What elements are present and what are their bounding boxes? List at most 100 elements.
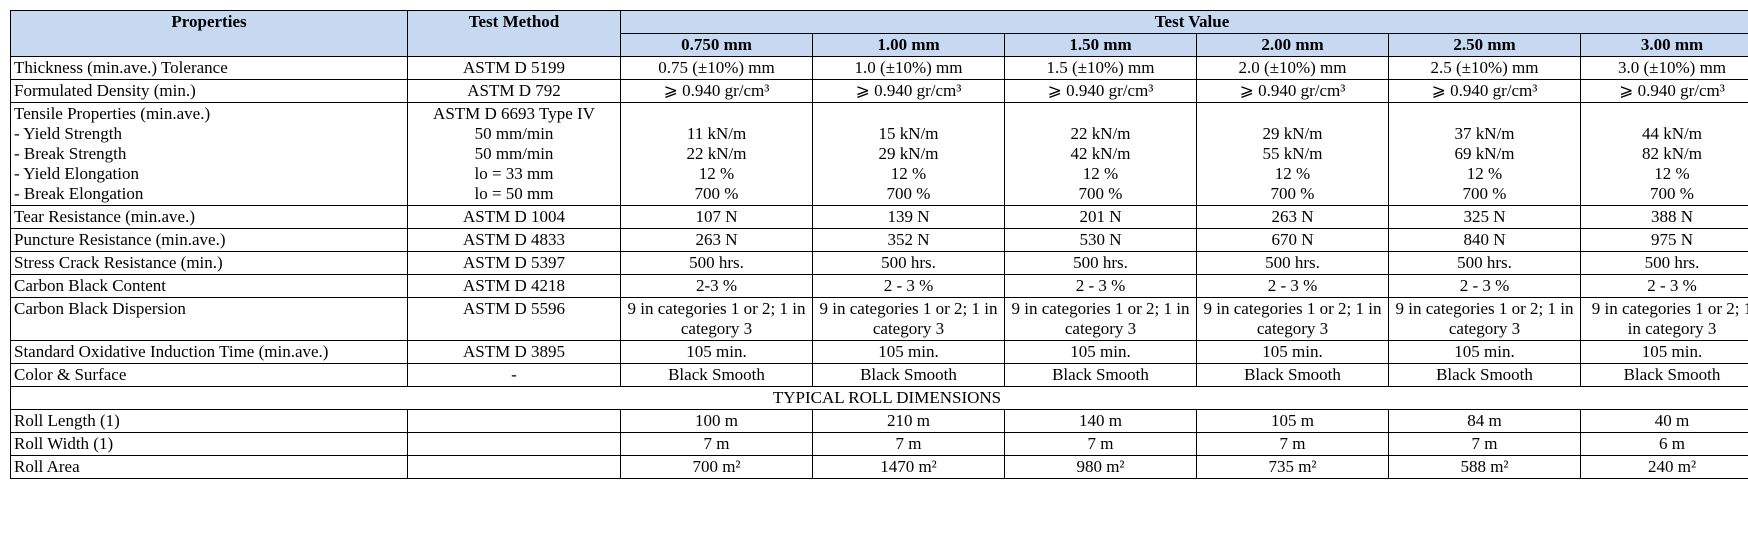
value-cell: Black Smooth <box>1388 363 1581 387</box>
header-thickness: 3.00 mm <box>1579 33 1748 57</box>
value-cell: ⩾ 0.940 gr/cm³ <box>1388 79 1581 103</box>
value-cell: 500 hrs. <box>1004 251 1197 275</box>
row-method <box>407 432 621 456</box>
value-cell: 500 hrs. <box>1196 251 1389 275</box>
value-cell: 3.0 (±10%) mm <box>1579 56 1748 80</box>
value-cell: 1470 m² <box>812 455 1005 479</box>
table-row-thickness: Thickness (min.ave.) Tolerance ASTM D 51… <box>10 56 1748 80</box>
row-label: Carbon Black Dispersion <box>10 297 408 341</box>
row-method-tensile: ASTM D 6693 Type IV 50 mm/min 50 mm/min … <box>407 102 621 206</box>
value-cell: 352 N <box>812 228 1005 252</box>
value-cell: 7 m <box>1196 432 1389 456</box>
tensile-sublabel: - Break Elongation <box>14 184 144 203</box>
row-label-tensile: Tensile Properties (min.ave.) - Yield St… <box>10 102 408 206</box>
value-cell: ⩾ 0.940 gr/cm³ <box>1196 79 1389 103</box>
value-cell: 7 m <box>1004 432 1197 456</box>
value-cell: 975 N <box>1579 228 1748 252</box>
value-cell: 530 N <box>1004 228 1197 252</box>
tensile-sublabel: - Break Strength <box>14 144 127 163</box>
value-cell: Black Smooth <box>620 363 813 387</box>
value-cell: 9 in categories 1 or 2; 1 in category 3 <box>1579 297 1748 341</box>
yield-elongation: 12 % <box>1466 164 1503 183</box>
value-cell: 7 m <box>1388 432 1581 456</box>
value-cell: 670 N <box>1196 228 1389 252</box>
row-method: ASTM D 5596 <box>407 297 621 341</box>
value-cell: 105 min. <box>1579 340 1748 364</box>
header-row-2: 0.750 mm 1.00 mm 1.50 mm 2.00 mm 2.50 mm… <box>11 33 1748 57</box>
value-cell: Black Smooth <box>1196 363 1389 387</box>
value-cell: ⩾ 0.940 gr/cm³ <box>1004 79 1197 103</box>
tensile-values-cell: 37 kN/m 69 kN/m 12 % 700 % <box>1388 102 1581 206</box>
value-cell: 2 - 3 % <box>1388 274 1581 298</box>
value-cell: 1.5 (±10%) mm <box>1004 56 1197 80</box>
yield-elongation: 12 % <box>1274 164 1311 183</box>
header-thickness: 2.50 mm <box>1388 33 1581 57</box>
table-row-tensile: Tensile Properties (min.ave.) - Yield St… <box>10 102 1748 206</box>
value-cell: 2 - 3 % <box>1004 274 1197 298</box>
value-cell: 100 m <box>620 409 813 433</box>
tensile-method: lo = 50 mm <box>474 184 554 203</box>
tensile-values-cell: 22 kN/m 42 kN/m 12 % 700 % <box>1004 102 1197 206</box>
value-cell: 9 in categories 1 or 2; 1 in category 3 <box>812 297 1005 341</box>
value-cell: 7 m <box>620 432 813 456</box>
table-row-tear: Tear Resistance (min.ave.) ASTM D 1004 1… <box>10 205 1748 229</box>
tensile-values-cell: 11 kN/m 22 kN/m 12 % 700 % <box>620 102 813 206</box>
row-label: Puncture Resistance (min.ave.) <box>10 228 408 252</box>
value-cell: ⩾ 0.940 gr/cm³ <box>1579 79 1748 103</box>
row-label: Tear Resistance (min.ave.) <box>10 205 408 229</box>
value-cell: 7 m <box>812 432 1005 456</box>
row-label: Color & Surface <box>10 363 408 387</box>
yield-elongation: 12 % <box>1654 164 1690 183</box>
break-strength: 55 kN/m <box>1262 144 1323 163</box>
value-cell: 388 N <box>1579 205 1748 229</box>
value-cell: ⩾ 0.940 gr/cm³ <box>812 79 1005 103</box>
roll-dimensions-title: TYPICAL ROLL DIMENSIONS <box>9 386 1748 410</box>
value-cell: 2.0 (±10%) mm <box>1196 56 1389 80</box>
tensile-method: 50 mm/min <box>474 124 554 143</box>
tensile-method: lo = 33 mm <box>474 164 554 183</box>
tensile-sublabel: - Yield Strength <box>14 124 122 143</box>
value-cell: 107 N <box>620 205 813 229</box>
table-row-color: Color & Surface - Black Smooth Black Smo… <box>10 363 1748 387</box>
value-cell: 201 N <box>1004 205 1197 229</box>
value-cell: 9 in categories 1 or 2; 1 in category 3 <box>1388 297 1581 341</box>
value-cell: 263 N <box>1196 205 1389 229</box>
break-strength: 69 kN/m <box>1454 144 1515 163</box>
break-strength: 22 kN/m <box>686 144 747 163</box>
table-row-roll-width: Roll Width (1) 7 m 7 m 7 m 7 m 7 m 6 m <box>10 432 1748 456</box>
table-row-density: Formulated Density (min.) ASTM D 792 ⩾ 0… <box>10 79 1748 103</box>
value-cell: 500 hrs. <box>1388 251 1581 275</box>
yield-strength: 15 kN/m <box>878 124 939 143</box>
value-cell: 2 - 3 % <box>1196 274 1389 298</box>
value-cell: 105 m <box>1196 409 1389 433</box>
row-label: Roll Width (1) <box>10 432 408 456</box>
value-cell: 40 m <box>1579 409 1748 433</box>
break-strength: 29 kN/m <box>878 144 939 163</box>
value-cell: 9 in categories 1 or 2; 1 in category 3 <box>1004 297 1197 341</box>
row-label: Standard Oxidative Induction Time (min.a… <box>10 340 408 364</box>
yield-elongation: 12 % <box>698 164 735 183</box>
value-cell: 0.75 (±10%) mm <box>620 56 813 80</box>
row-method: ASTM D 3895 <box>407 340 621 364</box>
value-cell: 2-3 % <box>620 274 813 298</box>
row-method: ASTM D 5199 <box>407 56 621 80</box>
value-cell: 9 in categories 1 or 2; 1 in category 3 <box>620 297 813 341</box>
yield-strength: 44 kN/m <box>1642 124 1702 143</box>
table-row-roll-length: Roll Length (1) 100 m 210 m 140 m 105 m … <box>10 409 1748 433</box>
value-cell: 105 min. <box>1196 340 1389 364</box>
value-cell: Black Smooth <box>1004 363 1197 387</box>
row-method: ASTM D 5397 <box>407 251 621 275</box>
row-label: Formulated Density (min.) <box>10 79 408 103</box>
tensile-label: Tensile Properties (min.ave.) <box>14 104 211 123</box>
table-row-roll-area: Roll Area 700 m² 1470 m² 980 m² 735 m² 5… <box>10 455 1748 479</box>
geomembrane-spec-table: Properties Test Method Test Value 0.750 … <box>9 10 1748 479</box>
value-cell: 140 m <box>1004 409 1197 433</box>
yield-strength: 11 kN/m <box>686 124 747 143</box>
value-cell: 500 hrs. <box>812 251 1005 275</box>
break-strength: 42 kN/m <box>1070 144 1131 163</box>
tensile-sublabel: - Yield Elongation <box>14 164 139 183</box>
value-cell: 588 m² <box>1388 455 1581 479</box>
yield-elongation: 12 % <box>890 164 927 183</box>
row-label: Carbon Black Content <box>10 274 408 298</box>
row-label: Roll Area <box>10 455 408 479</box>
